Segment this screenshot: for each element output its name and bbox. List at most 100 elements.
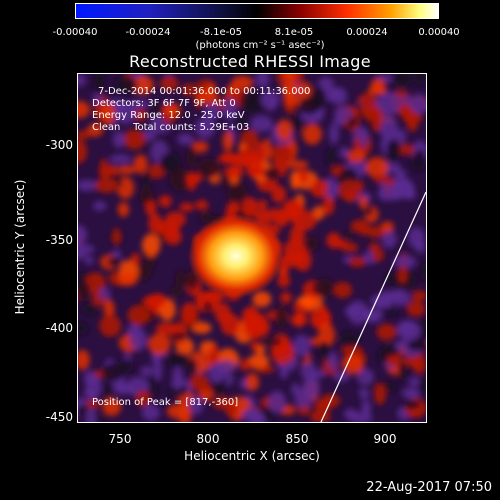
image-texture-blob [234, 116, 247, 126]
image-texture-blob [302, 123, 322, 145]
image-texture-blob [78, 244, 95, 254]
image-texture-blob [402, 356, 416, 366]
image-texture-blob [283, 74, 296, 82]
image-texture-blob [178, 404, 192, 422]
image-texture-blob [204, 103, 220, 121]
image-texture-blob [209, 344, 219, 365]
image-texture-blob [413, 74, 426, 86]
image-texture-blob [106, 256, 124, 267]
image-texture-blob [169, 167, 193, 191]
image-texture-blob [297, 82, 312, 98]
image-texture-blob [221, 153, 235, 164]
image-texture-blob [389, 290, 411, 306]
image-texture-blob [100, 103, 117, 125]
image-texture-blob [257, 199, 268, 210]
image-texture-blob [275, 211, 289, 227]
image-texture-blob [408, 377, 421, 387]
image-texture-blob [290, 313, 308, 327]
image-texture-blob [281, 81, 300, 99]
image-texture-blob [189, 373, 209, 392]
y-tick: -300 [45, 138, 73, 152]
x-tick: 750 [108, 432, 132, 446]
image-texture-blob [393, 255, 417, 269]
image-texture-blob [172, 366, 184, 391]
image-texture-blob [378, 348, 389, 364]
image-texture-blob [380, 221, 394, 233]
y-tick: -450 [45, 410, 73, 424]
image-texture-blob [270, 340, 294, 365]
image-plot: 7-Dec-2014 00:01:36.000 to 00:11:36.000 … [77, 73, 427, 423]
image-texture-blob [226, 202, 241, 213]
image-texture-blob [263, 166, 281, 182]
image-texture-blob [117, 273, 138, 287]
image-texture-blob [404, 181, 415, 200]
image-texture-blob [86, 399, 100, 409]
image-texture-blob [340, 345, 363, 355]
image-texture-blob [255, 74, 270, 88]
image-texture-blob [330, 87, 348, 105]
image-texture-blob [420, 262, 426, 281]
image-texture-blob [159, 75, 179, 92]
image-texture-blob [168, 383, 188, 398]
image-texture-blob [140, 171, 153, 187]
colorbar-tick: 8.1e-05 [274, 27, 314, 38]
image-texture-blob [342, 354, 364, 375]
image-texture-blob [112, 227, 121, 246]
image-texture-blob [78, 74, 86, 87]
image-title: Reconstructed RHESSI Image [129, 52, 371, 71]
image-texture-blob [406, 300, 426, 317]
x-tick: 850 [285, 432, 309, 446]
image-texture-blob [357, 93, 377, 108]
image-texture-blob [240, 90, 264, 114]
image-texture-blob [188, 395, 204, 415]
image-texture-blob [140, 365, 154, 377]
image-texture-blob [361, 400, 372, 416]
image-texture-blob [135, 390, 151, 407]
image-texture-blob [158, 195, 172, 208]
image-texture-blob [409, 93, 426, 114]
image-texture-blob [346, 149, 367, 163]
image-texture-blob [329, 123, 339, 145]
image-texture-blob [145, 200, 157, 217]
image-texture-blob [227, 183, 248, 204]
image-texture-blob [191, 141, 209, 153]
image-texture-blob [312, 278, 335, 297]
image-texture-blob [78, 179, 98, 192]
image-texture-blob [283, 239, 306, 262]
image-texture-blob [102, 397, 122, 416]
image-texture-blob [401, 95, 412, 106]
image-texture-blob [187, 172, 197, 191]
plot-timestamp: 22-Aug-2017 07:50 [366, 480, 492, 495]
image-texture-blob [114, 76, 138, 94]
image-texture-blob [208, 362, 226, 384]
image-texture-blob [223, 166, 245, 178]
image-texture-blob [334, 105, 353, 122]
annotation-clean: Clean Total counts: 5.29E+03 [92, 122, 250, 133]
image-texture-blob [362, 307, 383, 322]
image-texture-blob [179, 202, 195, 212]
image-texture-blob [240, 358, 251, 371]
image-texture-blob [78, 130, 90, 141]
image-texture-blob [222, 130, 234, 152]
image-texture-blob [406, 115, 419, 132]
image-texture-blob [294, 388, 313, 408]
image-texture-blob [326, 232, 341, 249]
image-texture-blob [130, 99, 151, 109]
image-texture-blob [317, 341, 331, 359]
image-texture-blob [305, 237, 319, 247]
image-texture-blob [387, 183, 404, 200]
image-texture-blob [286, 160, 309, 169]
image-texture-blob [243, 315, 266, 340]
colorbar-tick: 0.00040 [418, 27, 460, 38]
image-texture-blob [250, 115, 273, 132]
image-texture-blob [151, 353, 161, 364]
image-texture-blob [224, 402, 238, 417]
image-texture-blob [141, 233, 161, 257]
colorbar-units: (photons cm⁻² s⁻¹ asec⁻²) [195, 40, 325, 51]
colorbar-tick: 0.00024 [346, 27, 388, 38]
image-texture-blob [362, 206, 374, 216]
image-texture-blob [163, 103, 181, 117]
image-texture-blob [148, 375, 158, 397]
annotation-time: 7-Dec-2014 00:01:36.000 to 00:11:36.000 [98, 86, 311, 97]
annotation-energy: Energy Range: 12.0 - 25.0 keV [92, 110, 245, 121]
